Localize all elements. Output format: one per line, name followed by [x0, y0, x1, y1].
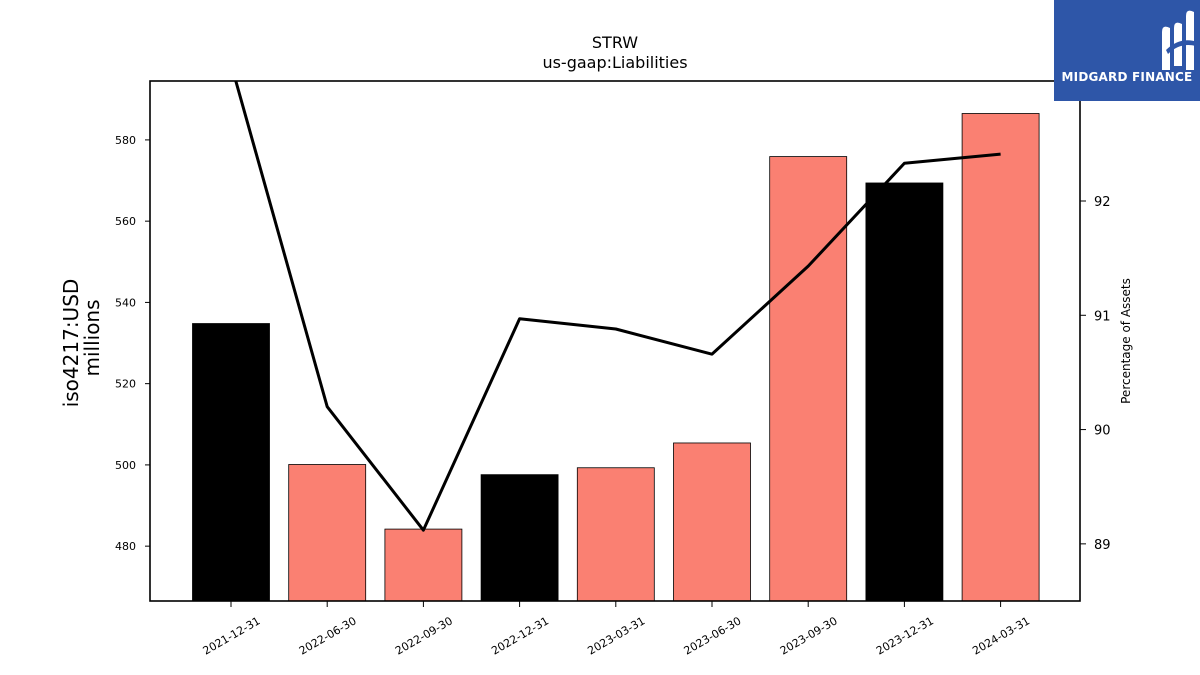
- chart-title: STRW: [592, 33, 638, 52]
- bar-2022-06-30: [288, 464, 367, 601]
- bar-2023-12-31: [865, 182, 944, 601]
- x-tick-label: 2023-12-31: [874, 614, 936, 657]
- x-axis-ticks: 2021-12-31 2022-06-30 2022-09-30 2022-12-31…: [201, 601, 1032, 658]
- midgard-logo-icon: [1162, 10, 1198, 71]
- x-tick-label: 2023-09-30: [778, 614, 840, 657]
- bar-2022-09-30: [384, 528, 463, 601]
- y-tick-label: 580: [115, 134, 136, 147]
- x-tick-label: 2023-03-31: [585, 614, 647, 657]
- bars-group: [192, 113, 1040, 601]
- brand-logo: MIDGARD FINANCE: [1054, 0, 1200, 101]
- left-axis-ticks: 480 500 520 540 560 580: [115, 134, 150, 553]
- logo-text: MIDGARD FINANCE: [1061, 70, 1193, 84]
- x-tick-label: 2023-06-30: [682, 614, 744, 657]
- x-tick-label: 2021-12-31: [201, 614, 263, 657]
- y2-tick-label: 90: [1094, 424, 1111, 439]
- y-tick-label: 560: [115, 215, 136, 228]
- y2-tick-label: 92: [1094, 195, 1111, 210]
- line-group: [234, 81, 1001, 532]
- y-axis-label: iso4217:USD: [59, 279, 83, 408]
- y-tick-label: 480: [115, 540, 136, 553]
- percentage-line: [234, 81, 1001, 532]
- bar-2023-06-30: [673, 442, 751, 601]
- y-axis-label-units: millions: [80, 299, 104, 376]
- y-tick-label: 500: [115, 459, 136, 472]
- bar-2023-09-30: [769, 156, 848, 601]
- right-axis-ticks: 89 90 91 92: [1080, 195, 1111, 553]
- x-tick-label: 2022-09-30: [393, 614, 455, 657]
- chart-subtitle: us-gaap:Liabilities: [542, 53, 687, 72]
- bar-2021-12-31: [192, 323, 270, 601]
- y-tick-label: 520: [115, 378, 136, 391]
- bar-2022-12-31: [480, 474, 559, 601]
- bar-2023-03-31: [576, 467, 655, 601]
- plot-frame: [149, 80, 1081, 602]
- y-tick-label: 540: [115, 296, 136, 309]
- y2-axis-label: Percentage of Assets: [1119, 278, 1133, 404]
- y2-tick-label: 89: [1094, 538, 1111, 553]
- bar-2024-03-31: [961, 113, 1040, 601]
- x-tick-label: 2022-06-30: [297, 614, 359, 657]
- x-tick-label: 2024-03-31: [970, 614, 1032, 657]
- x-tick-label: 2022-12-31: [489, 614, 551, 657]
- y2-tick-label: 91: [1094, 309, 1111, 324]
